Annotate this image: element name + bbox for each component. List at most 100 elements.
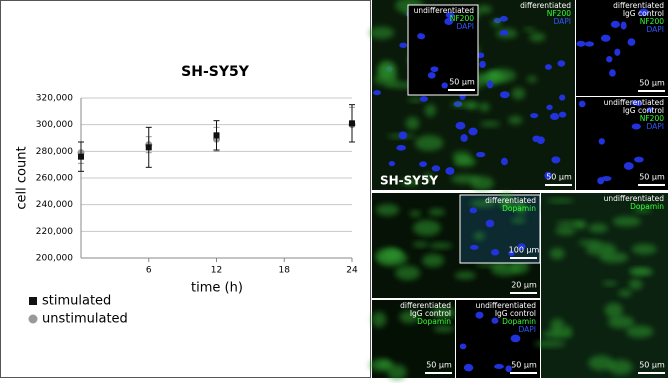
nucleus (475, 151, 486, 158)
cell (547, 198, 575, 203)
cell (489, 71, 500, 78)
nucleus (623, 162, 634, 170)
cell (608, 359, 633, 375)
cell (376, 250, 408, 267)
nucleus (491, 317, 499, 324)
nucleus (638, 8, 649, 16)
nucleus (486, 80, 494, 89)
cell (510, 217, 526, 224)
nucleus (445, 11, 455, 19)
panel-label: undifferentiated (476, 301, 537, 310)
nucleus (419, 96, 428, 102)
cell (387, 364, 407, 381)
nucleus (546, 104, 553, 111)
scale-bar-label: 50 µm (449, 78, 475, 87)
nucleus (544, 171, 552, 180)
chart-frame (0, 0, 371, 378)
panel-label: Dopamin (417, 317, 451, 326)
nucleus (530, 112, 539, 119)
panel-label: undifferentiated (604, 194, 665, 203)
nucleus (388, 160, 396, 167)
cell (631, 243, 657, 255)
scale-bar-label: 50 µm (426, 361, 452, 370)
cell (585, 242, 617, 256)
cell (473, 232, 485, 240)
x-axis-label: time (h) (191, 281, 243, 296)
panel-label: undifferentiated (414, 6, 475, 15)
legend-label: unstimulated (42, 312, 128, 327)
nucleus (601, 176, 612, 182)
nucleus (418, 33, 426, 40)
cell (618, 289, 632, 297)
panel-label: IgG control (495, 309, 536, 318)
cell (422, 254, 444, 268)
nucleus (505, 365, 512, 373)
nucleus (627, 38, 636, 46)
cell (508, 115, 523, 125)
cell (523, 27, 536, 32)
cell (450, 101, 480, 108)
cell (476, 5, 492, 14)
nucleus (470, 244, 479, 250)
nucleus (610, 20, 620, 28)
nucleus (508, 250, 515, 257)
nucleus (373, 90, 381, 96)
nucleus (559, 94, 566, 101)
cell (400, 179, 420, 186)
panel-label: DAPI (646, 122, 664, 131)
nucleus (510, 334, 521, 343)
cell (414, 135, 444, 151)
legend: stimulated unstimulated (28, 294, 128, 327)
cell (454, 271, 477, 280)
panel-label: differentiated (400, 301, 451, 310)
panel-image (576, 0, 668, 96)
panel-image (541, 193, 668, 378)
scale-bar-label: 50 µm (511, 361, 537, 370)
scale-bar-label: 50 µm (546, 173, 572, 182)
cell (499, 192, 514, 208)
cell (407, 97, 424, 103)
nucleus (479, 60, 486, 69)
x-tick-label: 24 (346, 266, 358, 276)
nucleus (444, 17, 454, 26)
panel-label: IgG control (623, 9, 664, 18)
cell (470, 199, 497, 208)
chart-title: SH-SY5Y (181, 64, 250, 80)
nucleus (499, 29, 509, 36)
scale-bar-label: 50 µm (639, 361, 665, 370)
nucleus (499, 91, 510, 99)
point (213, 132, 220, 139)
panel-label: IgG control (410, 309, 451, 318)
cell (534, 340, 566, 347)
nucleus (578, 100, 586, 108)
x-tick-label: 12 (211, 266, 222, 276)
cell (526, 75, 537, 83)
nucleus (469, 207, 478, 214)
cell (412, 219, 441, 236)
nucleus (544, 64, 552, 70)
panel-image (459, 194, 541, 264)
nucleus (494, 364, 504, 370)
cell (424, 104, 436, 117)
cell (433, 325, 455, 333)
nucleus (584, 41, 594, 47)
cell (607, 315, 635, 329)
cell (454, 157, 474, 164)
nucleus (598, 138, 605, 145)
panel-label: differentiated (520, 1, 571, 10)
cell (578, 240, 601, 246)
nucleus (431, 165, 441, 172)
panel-title: SH-SY5Y (380, 174, 438, 188)
panel-label: Dopamin (630, 202, 664, 211)
cell (371, 311, 387, 328)
cell (550, 318, 565, 334)
cell (628, 279, 643, 290)
